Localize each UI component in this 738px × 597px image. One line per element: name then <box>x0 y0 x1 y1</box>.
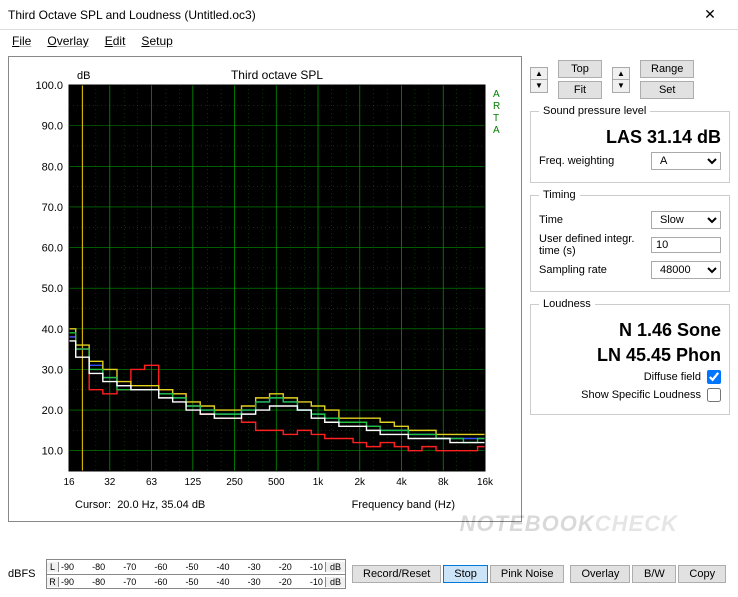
svg-text:dB: dB <box>77 70 90 82</box>
svg-text:100.0: 100.0 <box>35 80 63 92</box>
svg-text:250: 250 <box>226 477 243 488</box>
sampling-select[interactable]: 48000 <box>651 261 721 279</box>
loudness-legend: Loudness <box>539 298 595 310</box>
chevron-down-icon: ▼ <box>613 80 629 92</box>
dbfs-label: dBFS <box>8 568 40 580</box>
cursor-label: Cursor: <box>75 499 111 511</box>
diffuse-label: Diffuse field <box>644 371 701 383</box>
chevron-up-icon: ▲ <box>531 68 547 80</box>
sampling-label: Sampling rate <box>539 264 607 276</box>
cursor-spl: 35.04 dB <box>161 499 205 511</box>
close-icon[interactable]: ✕ <box>690 6 730 23</box>
top-button[interactable]: Top <box>558 60 602 78</box>
meter-unit: dB <box>325 562 345 572</box>
menu-overlay[interactable]: Overlay <box>41 32 94 50</box>
timing-legend: Timing <box>539 189 580 201</box>
stop-button[interactable]: Stop <box>443 565 488 583</box>
menu-setup[interactable]: Setup <box>135 32 178 50</box>
fit-button[interactable]: Fit <box>558 81 602 99</box>
phon-reading: LN 45.45 Phon <box>539 345 721 366</box>
bw-button[interactable]: B/W <box>632 565 676 583</box>
range-button[interactable]: Range <box>640 60 694 78</box>
cursor-freq: 20.0 Hz <box>117 499 155 511</box>
svg-text:80.0: 80.0 <box>42 161 63 173</box>
overlay-button[interactable]: Overlay <box>570 565 630 583</box>
titlebar: Third Octave SPL and Loudness (Untitled.… <box>0 0 738 30</box>
window-title: Third Octave SPL and Loudness (Untitled.… <box>8 8 690 22</box>
svg-text:20.0: 20.0 <box>42 405 63 417</box>
show-specific-checkbox[interactable] <box>707 388 721 402</box>
meter-unit: dB <box>325 577 345 587</box>
record-button[interactable]: Record/Reset <box>352 565 441 583</box>
svg-text:16k: 16k <box>477 477 494 488</box>
svg-text:16: 16 <box>63 477 75 488</box>
svg-text:10.0: 10.0 <box>42 446 63 458</box>
timing-group: Timing Time Slow User defined integr. ti… <box>530 189 730 292</box>
svg-text:500: 500 <box>268 477 285 488</box>
svg-text:63: 63 <box>146 477 158 488</box>
chevron-up-icon: ▲ <box>613 68 629 80</box>
top-spinner[interactable]: ▲▼ <box>530 67 548 93</box>
plot-area[interactable]: 10.0 20.0 30.0 40.0 50.0 60.0 70.0 80.0 90.0 100.… <box>15 63 505 495</box>
chevron-down-icon: ▼ <box>531 80 547 92</box>
spl-legend: Sound pressure level <box>539 105 650 117</box>
menubar: File Overlay Edit Setup <box>0 30 738 52</box>
svg-text:R: R <box>493 101 500 112</box>
range-spinner[interactable]: ▲▼ <box>612 67 630 93</box>
svg-text:2k: 2k <box>354 477 366 488</box>
integr-label: User defined integr. time (s) <box>539 233 639 257</box>
spl-group: Sound pressure level LAS 31.14 dB Freq. … <box>530 105 730 183</box>
x-axis-label: Frequency band (Hz) <box>352 499 455 511</box>
meter-ch-r: R <box>47 577 59 587</box>
time-select[interactable]: Slow <box>651 211 721 229</box>
svg-text:50.0: 50.0 <box>42 283 63 295</box>
svg-text:4k: 4k <box>396 477 408 488</box>
set-button[interactable]: Set <box>640 81 694 99</box>
loudness-group: Loudness N 1.46 Sone LN 45.45 Phon Diffu… <box>530 298 730 415</box>
svg-text:125: 125 <box>184 477 201 488</box>
svg-text:1k: 1k <box>313 477 325 488</box>
sone-reading: N 1.46 Sone <box>539 320 721 341</box>
meter-ch-l: L <box>47 562 59 572</box>
svg-text:8k: 8k <box>438 477 450 488</box>
plot-frame: 10.0 20.0 30.0 40.0 50.0 60.0 70.0 80.0 90.0 100.… <box>8 56 522 522</box>
svg-text:A: A <box>493 125 500 136</box>
copy-button[interactable]: Copy <box>678 565 726 583</box>
svg-text:A: A <box>493 89 500 100</box>
diffuse-checkbox[interactable] <box>707 370 721 384</box>
pink-noise-button[interactable]: Pink Noise <box>490 565 565 583</box>
svg-text:T: T <box>493 113 499 124</box>
freq-weighting-label: Freq. weighting <box>539 155 614 167</box>
time-label: Time <box>539 214 563 226</box>
svg-text:60.0: 60.0 <box>42 243 63 255</box>
menu-file[interactable]: File <box>6 32 37 50</box>
svg-text:30.0: 30.0 <box>42 364 63 376</box>
show-specific-label: Show Specific Loudness <box>581 389 701 401</box>
svg-text:40.0: 40.0 <box>42 324 63 336</box>
menu-edit[interactable]: Edit <box>99 32 132 50</box>
level-meter: L -90-80-70-60-50-40-30-20-10 dB R -90-8… <box>46 559 346 589</box>
svg-text:32: 32 <box>104 477 116 488</box>
freq-weighting-select[interactable]: A <box>651 152 721 170</box>
svg-text:90.0: 90.0 <box>42 121 63 133</box>
spl-reading: LAS 31.14 dB <box>539 127 721 148</box>
svg-text:70.0: 70.0 <box>42 202 63 214</box>
integr-input[interactable] <box>651 237 721 253</box>
svg-text:Third octave SPL: Third octave SPL <box>231 68 323 82</box>
